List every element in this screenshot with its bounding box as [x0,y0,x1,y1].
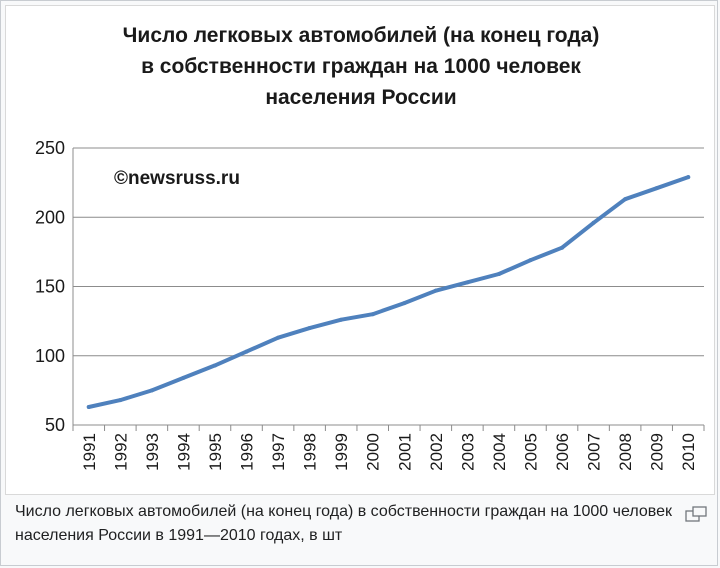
data-point [528,258,533,263]
y-tick-label: 100 [35,346,65,366]
x-tick-label: 1994 [174,433,193,471]
x-tick-label: 1996 [238,433,257,471]
data-point [149,388,154,393]
x-tick-label: 2003 [458,433,477,471]
x-tick-label: 2004 [490,433,509,471]
y-tick-label: 50 [45,415,65,435]
data-point [212,363,217,368]
y-tick-label: 150 [35,277,65,297]
x-tick-label: 2005 [521,433,540,471]
chart-title-line: населения России [265,86,456,109]
x-tick-label: 2001 [395,433,414,471]
data-point [433,288,438,293]
watermark-label: ©newsruss.ru [114,168,240,189]
x-tick-label: 2009 [648,433,667,471]
x-tick-label: 1995 [206,433,225,471]
y-tick-label: 250 [35,138,65,158]
x-tick-label: 2006 [553,433,572,471]
line-chart: Число легковых автомобилей (на конец год… [35,24,705,471]
data-point [560,245,565,250]
data-point [496,272,501,277]
x-tick-label: 2008 [616,433,635,471]
magnify-icon[interactable] [685,506,707,522]
x-tick-label: 1997 [269,433,288,471]
series-line [86,175,691,409]
x-tick-label: 1998 [301,433,320,471]
x-tick-label: 1992 [111,433,130,471]
chart-area: Число легковых автомобилей (на конец год… [5,5,715,495]
data-point [686,175,691,180]
data-point [181,375,186,380]
data-point [307,326,312,331]
x-tick-label: 1991 [80,433,99,471]
chart-title-line: в собственности граждан на 1000 человек [141,55,581,78]
x-tick-label: 2007 [585,433,604,471]
figure-caption: Число легковых автомобилей (на конец год… [15,503,672,544]
x-tick-label: 2002 [427,433,446,471]
chart-title-line: Число легковых автомобилей (на конец год… [123,24,600,47]
data-point [402,301,407,306]
data-point [654,186,659,191]
data-point [465,280,470,285]
data-point [276,335,281,340]
x-tick-label: 1993 [143,433,162,471]
x-tick-label: 2010 [679,433,698,471]
data-point [244,349,249,354]
data-point [591,220,596,225]
data-point [118,398,123,403]
data-point [339,317,344,322]
data-point [623,197,628,202]
x-tick-label: 2000 [364,433,383,471]
y-tick-label: 200 [35,207,65,227]
data-point [86,404,91,409]
data-point [370,312,375,317]
x-tick-label: 1999 [332,433,351,471]
